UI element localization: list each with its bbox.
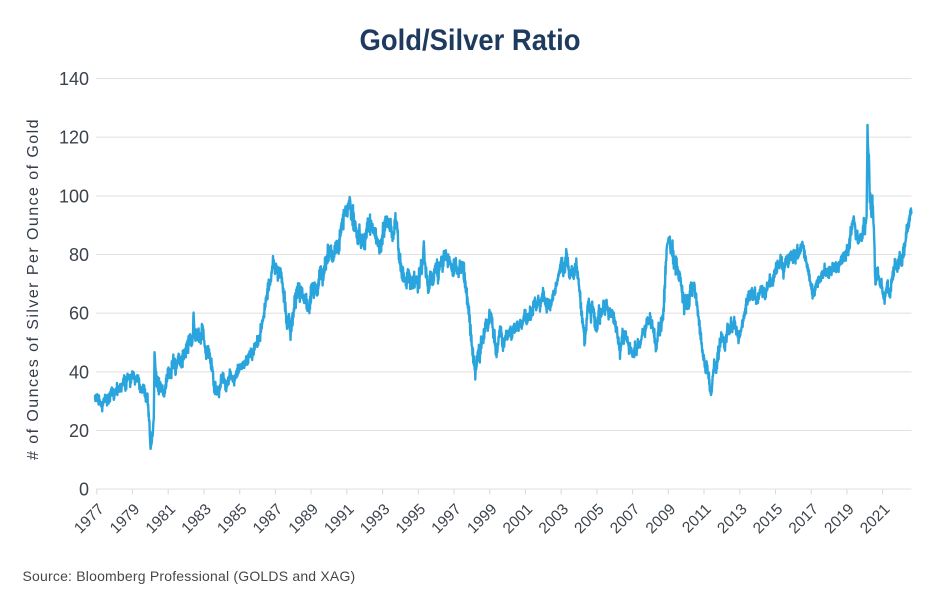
svg-text:2005: 2005 bbox=[571, 501, 607, 537]
svg-text:Source: Bloomberg Professional: Source: Bloomberg Professional (GOLDS an… bbox=[23, 568, 356, 584]
svg-text:1995: 1995 bbox=[393, 501, 429, 537]
svg-text:2021: 2021 bbox=[857, 501, 893, 537]
svg-text:80: 80 bbox=[69, 245, 89, 265]
svg-text:1991: 1991 bbox=[321, 501, 357, 537]
svg-text:# of Ounces of Silver Per Ounc: # of Ounces of Silver Per Ounce of Gold bbox=[25, 118, 42, 460]
svg-text:0: 0 bbox=[79, 480, 89, 500]
svg-text:2001: 2001 bbox=[500, 501, 536, 537]
svg-text:2019: 2019 bbox=[821, 501, 857, 537]
svg-text:2009: 2009 bbox=[643, 501, 679, 537]
svg-text:1997: 1997 bbox=[428, 501, 464, 537]
svg-text:2015: 2015 bbox=[750, 501, 786, 537]
svg-text:1987: 1987 bbox=[250, 501, 286, 537]
svg-text:60: 60 bbox=[69, 304, 89, 324]
svg-text:120: 120 bbox=[59, 128, 89, 148]
svg-text:1979: 1979 bbox=[107, 501, 143, 537]
svg-text:1981: 1981 bbox=[143, 501, 179, 537]
svg-text:2003: 2003 bbox=[536, 501, 572, 537]
svg-text:1985: 1985 bbox=[214, 501, 250, 537]
svg-text:2017: 2017 bbox=[786, 501, 822, 537]
svg-text:2007: 2007 bbox=[607, 501, 643, 537]
svg-text:Gold/Silver Ratio: Gold/Silver Ratio bbox=[360, 24, 581, 57]
svg-text:1989: 1989 bbox=[286, 501, 322, 537]
svg-text:1993: 1993 bbox=[357, 501, 393, 537]
svg-text:140: 140 bbox=[59, 69, 89, 89]
svg-text:40: 40 bbox=[69, 362, 89, 382]
svg-text:20: 20 bbox=[69, 421, 89, 441]
svg-text:100: 100 bbox=[59, 186, 89, 206]
svg-text:1999: 1999 bbox=[464, 501, 500, 537]
svg-text:1983: 1983 bbox=[178, 501, 214, 537]
svg-text:1977: 1977 bbox=[71, 501, 107, 537]
svg-text:2011: 2011 bbox=[679, 501, 715, 537]
svg-text:2013: 2013 bbox=[714, 501, 750, 537]
